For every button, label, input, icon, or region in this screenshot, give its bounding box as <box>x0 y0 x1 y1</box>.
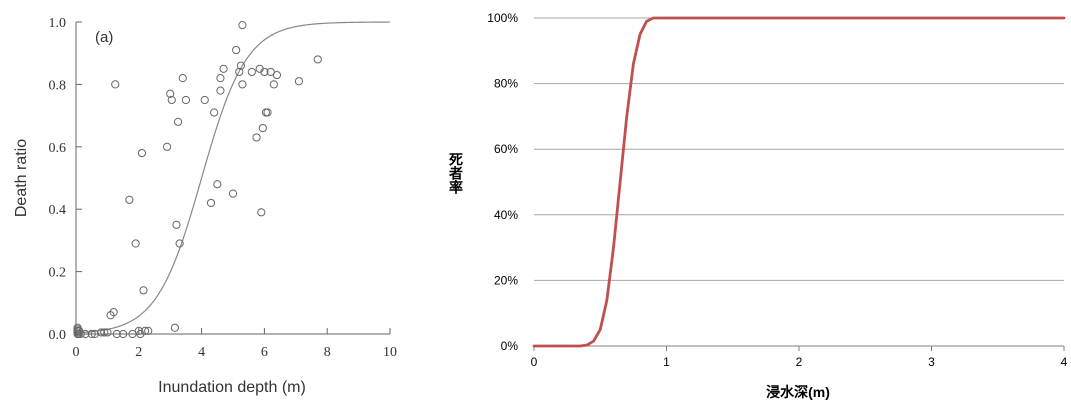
chart-a-data-point <box>128 329 137 339</box>
chart-b-x-tick-label: 3 <box>928 355 935 369</box>
chart-a-data-point <box>139 286 148 295</box>
chart-a-x-tick-label: 10 <box>383 345 397 360</box>
chart-a-data-point <box>131 239 140 248</box>
chart-a-data-point <box>90 329 99 339</box>
chart-a-data-point <box>266 67 275 77</box>
chart-a-y-tick-label: 0.4 <box>49 203 67 218</box>
chart-a-data-point <box>173 117 183 126</box>
chart-a-data-point <box>144 326 153 335</box>
chart-a-y-tick-label: 0.2 <box>49 266 67 281</box>
chart-a-data-point <box>216 86 225 95</box>
chart-a-data-point <box>125 195 134 204</box>
chart-a-data-point <box>109 308 118 317</box>
chart-a-data-point <box>269 80 278 89</box>
chart-a-data-point <box>219 64 228 73</box>
chart-a-data-point <box>235 67 244 77</box>
chart-a-data-point <box>119 329 128 339</box>
chart-a-data-point <box>167 95 176 105</box>
chart-b-y-tick-label: 100% <box>487 11 518 25</box>
chart-b-y-tick-label: 80% <box>494 77 518 91</box>
chart-a-data-point <box>232 45 241 55</box>
chart-a-data-point <box>236 61 245 70</box>
chart-a-data-point <box>170 323 180 332</box>
chart-a-data-point <box>100 328 109 337</box>
chart-a-x-tick-label: 6 <box>261 345 268 360</box>
chart-b-series-line <box>532 16 1066 348</box>
chart-a-data-point <box>257 208 266 217</box>
chart-a-data-point <box>181 95 190 105</box>
chart-b-x-axis-label: 浸水深(m) <box>766 384 830 400</box>
chart-b: 0% 20% 40% 60% 80% 100% 0 1 2 3 4 浸水深(m) 死者率 <box>440 0 1071 400</box>
chart-b-y-tick-label: 40% <box>494 208 518 222</box>
chart-a-y-tick-label: 0.8 <box>49 78 67 93</box>
chart-b-x-tick-label: 1 <box>663 355 670 369</box>
chart-a-y-axis-label: Death ratio <box>13 139 30 217</box>
chart-a-data-point <box>162 142 172 151</box>
chart-a-data-point <box>76 329 85 339</box>
chart-a-data-point <box>178 74 187 83</box>
chart-a-data-point <box>213 180 222 189</box>
chart-a-data-point <box>210 108 219 117</box>
chart-a-data-point <box>206 198 216 208</box>
chart-a-y-tick-label: 1.0 <box>49 16 67 31</box>
chart-a-data-point <box>175 239 184 248</box>
chart-a-data-point <box>172 220 181 229</box>
chart-a-x-axis-label: Inundation depth (m) <box>158 379 306 396</box>
chart-a-data-point <box>137 148 147 158</box>
chart-a-data-point <box>260 67 269 77</box>
chart-a-data-point <box>87 329 96 339</box>
chart-a-data-point <box>111 80 120 89</box>
chart-a-x-tick-label: 4 <box>198 345 205 360</box>
chart-a-data-point <box>112 329 121 339</box>
chart-a-data-point <box>200 95 209 105</box>
chart-a-svg: 0.0 0.2 0.4 0.6 0.8 1.0 0 2 4 6 8 10 (a) Inundation… <box>13 16 397 396</box>
chart-a-data-point <box>263 108 272 117</box>
chart-b-y-axis-label: 死者率 <box>448 152 464 195</box>
chart-a-data-point <box>238 80 247 89</box>
chart-a-data-point <box>140 326 150 335</box>
chart-a-data-point <box>252 133 261 142</box>
chart-a-data-point <box>258 123 267 133</box>
chart-a-data-point <box>238 21 247 30</box>
chart-a-y-tick-label: 0.6 <box>49 141 67 156</box>
chart-b-x-tick-label: 0 <box>531 355 538 369</box>
chart-a: 0.0 0.2 0.4 0.6 0.8 1.0 0 2 4 6 8 10 (a) Inundation… <box>0 0 420 400</box>
chart-a-data-point <box>81 329 90 339</box>
chart-a-data-point <box>103 328 112 337</box>
chart-a-fitted-curve <box>75 21 391 334</box>
chart-a-data-point <box>166 89 175 98</box>
chart-a-y-tick-label: 0.0 <box>49 328 67 343</box>
chart-b-x-tick-label: 4 <box>1061 355 1068 369</box>
chart-a-x-tick-label: 8 <box>324 345 331 360</box>
chart-a-data-point <box>294 77 304 86</box>
chart-a-panel-label: (a) <box>95 29 113 46</box>
chart-a-x-tick-label: 2 <box>135 345 142 360</box>
chart-a-data-point <box>313 55 322 64</box>
chart-a-data-point <box>272 70 282 80</box>
chart-b-svg: 0% 20% 40% 60% 80% 100% 0 1 2 3 4 浸水深(m) 死者率 <box>448 11 1068 400</box>
chart-a-data-point <box>228 189 238 198</box>
chart-a-x-tick-label: 0 <box>73 345 80 360</box>
chart-b-y-tick-label: 20% <box>494 273 518 287</box>
chart-a-data-point <box>216 74 225 83</box>
chart-a-data-point <box>97 328 106 337</box>
chart-b-y-tick-label: 0% <box>501 339 519 353</box>
chart-b-x-tick-label: 2 <box>796 355 803 369</box>
chart-b-y-tick-label: 60% <box>494 142 518 156</box>
chart-a-data-point <box>247 67 256 77</box>
